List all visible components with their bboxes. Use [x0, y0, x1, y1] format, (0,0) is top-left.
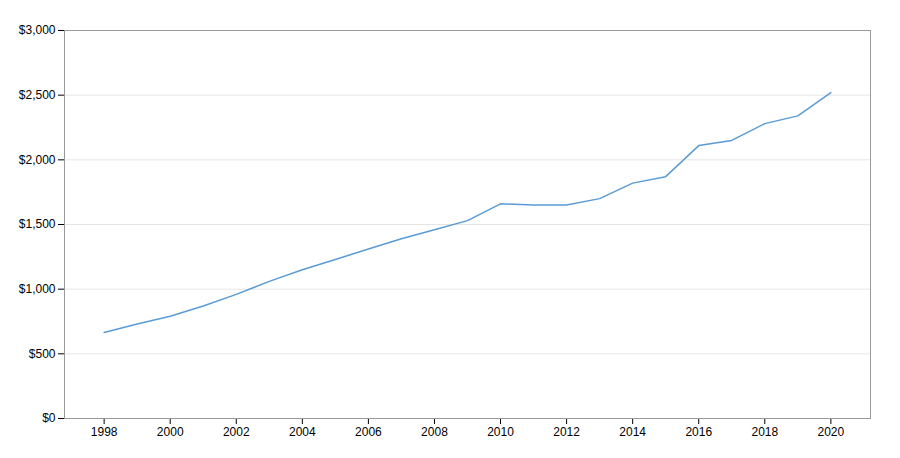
svg-text:1998: 1998: [91, 425, 118, 439]
svg-text:$0: $0: [42, 411, 56, 425]
svg-text:2020: 2020: [818, 425, 845, 439]
svg-text:$2,000: $2,000: [19, 153, 56, 167]
svg-text:2014: 2014: [619, 425, 646, 439]
svg-text:2006: 2006: [355, 425, 382, 439]
svg-text:2016: 2016: [685, 425, 712, 439]
svg-text:$1,500: $1,500: [19, 217, 56, 231]
svg-text:2000: 2000: [157, 425, 184, 439]
svg-text:2008: 2008: [421, 425, 448, 439]
svg-text:2004: 2004: [289, 425, 316, 439]
svg-text:2012: 2012: [553, 425, 580, 439]
svg-text:2018: 2018: [751, 425, 778, 439]
svg-text:$3,000: $3,000: [19, 23, 56, 37]
svg-text:$1,000: $1,000: [19, 282, 56, 296]
svg-text:2002: 2002: [223, 425, 250, 439]
svg-text:2010: 2010: [487, 425, 514, 439]
svg-text:$2,500: $2,500: [19, 88, 56, 102]
svg-text:$500: $500: [29, 347, 56, 361]
